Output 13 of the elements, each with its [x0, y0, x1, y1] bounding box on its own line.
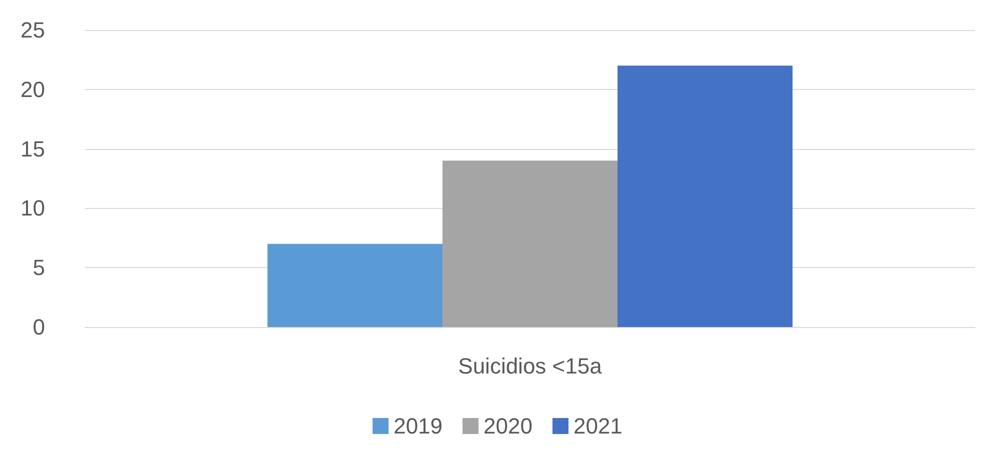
y-tick-label: 5: [32, 255, 45, 280]
legend-label: 2020: [484, 414, 532, 438]
legend-label: 2019: [394, 414, 443, 438]
y-tick-label: 10: [20, 196, 45, 221]
bar: [267, 244, 442, 327]
y-tick-label: 20: [20, 76, 45, 102]
y-tick-label: 0: [32, 314, 45, 340]
x-tick-label: Suicidios <15a: [458, 354, 603, 378]
legend-label: 2021: [573, 414, 622, 438]
bar: [442, 160, 618, 327]
y-tick-label: 15: [20, 136, 45, 162]
bar: [618, 66, 793, 327]
y-tick-label: 25: [20, 18, 45, 42]
